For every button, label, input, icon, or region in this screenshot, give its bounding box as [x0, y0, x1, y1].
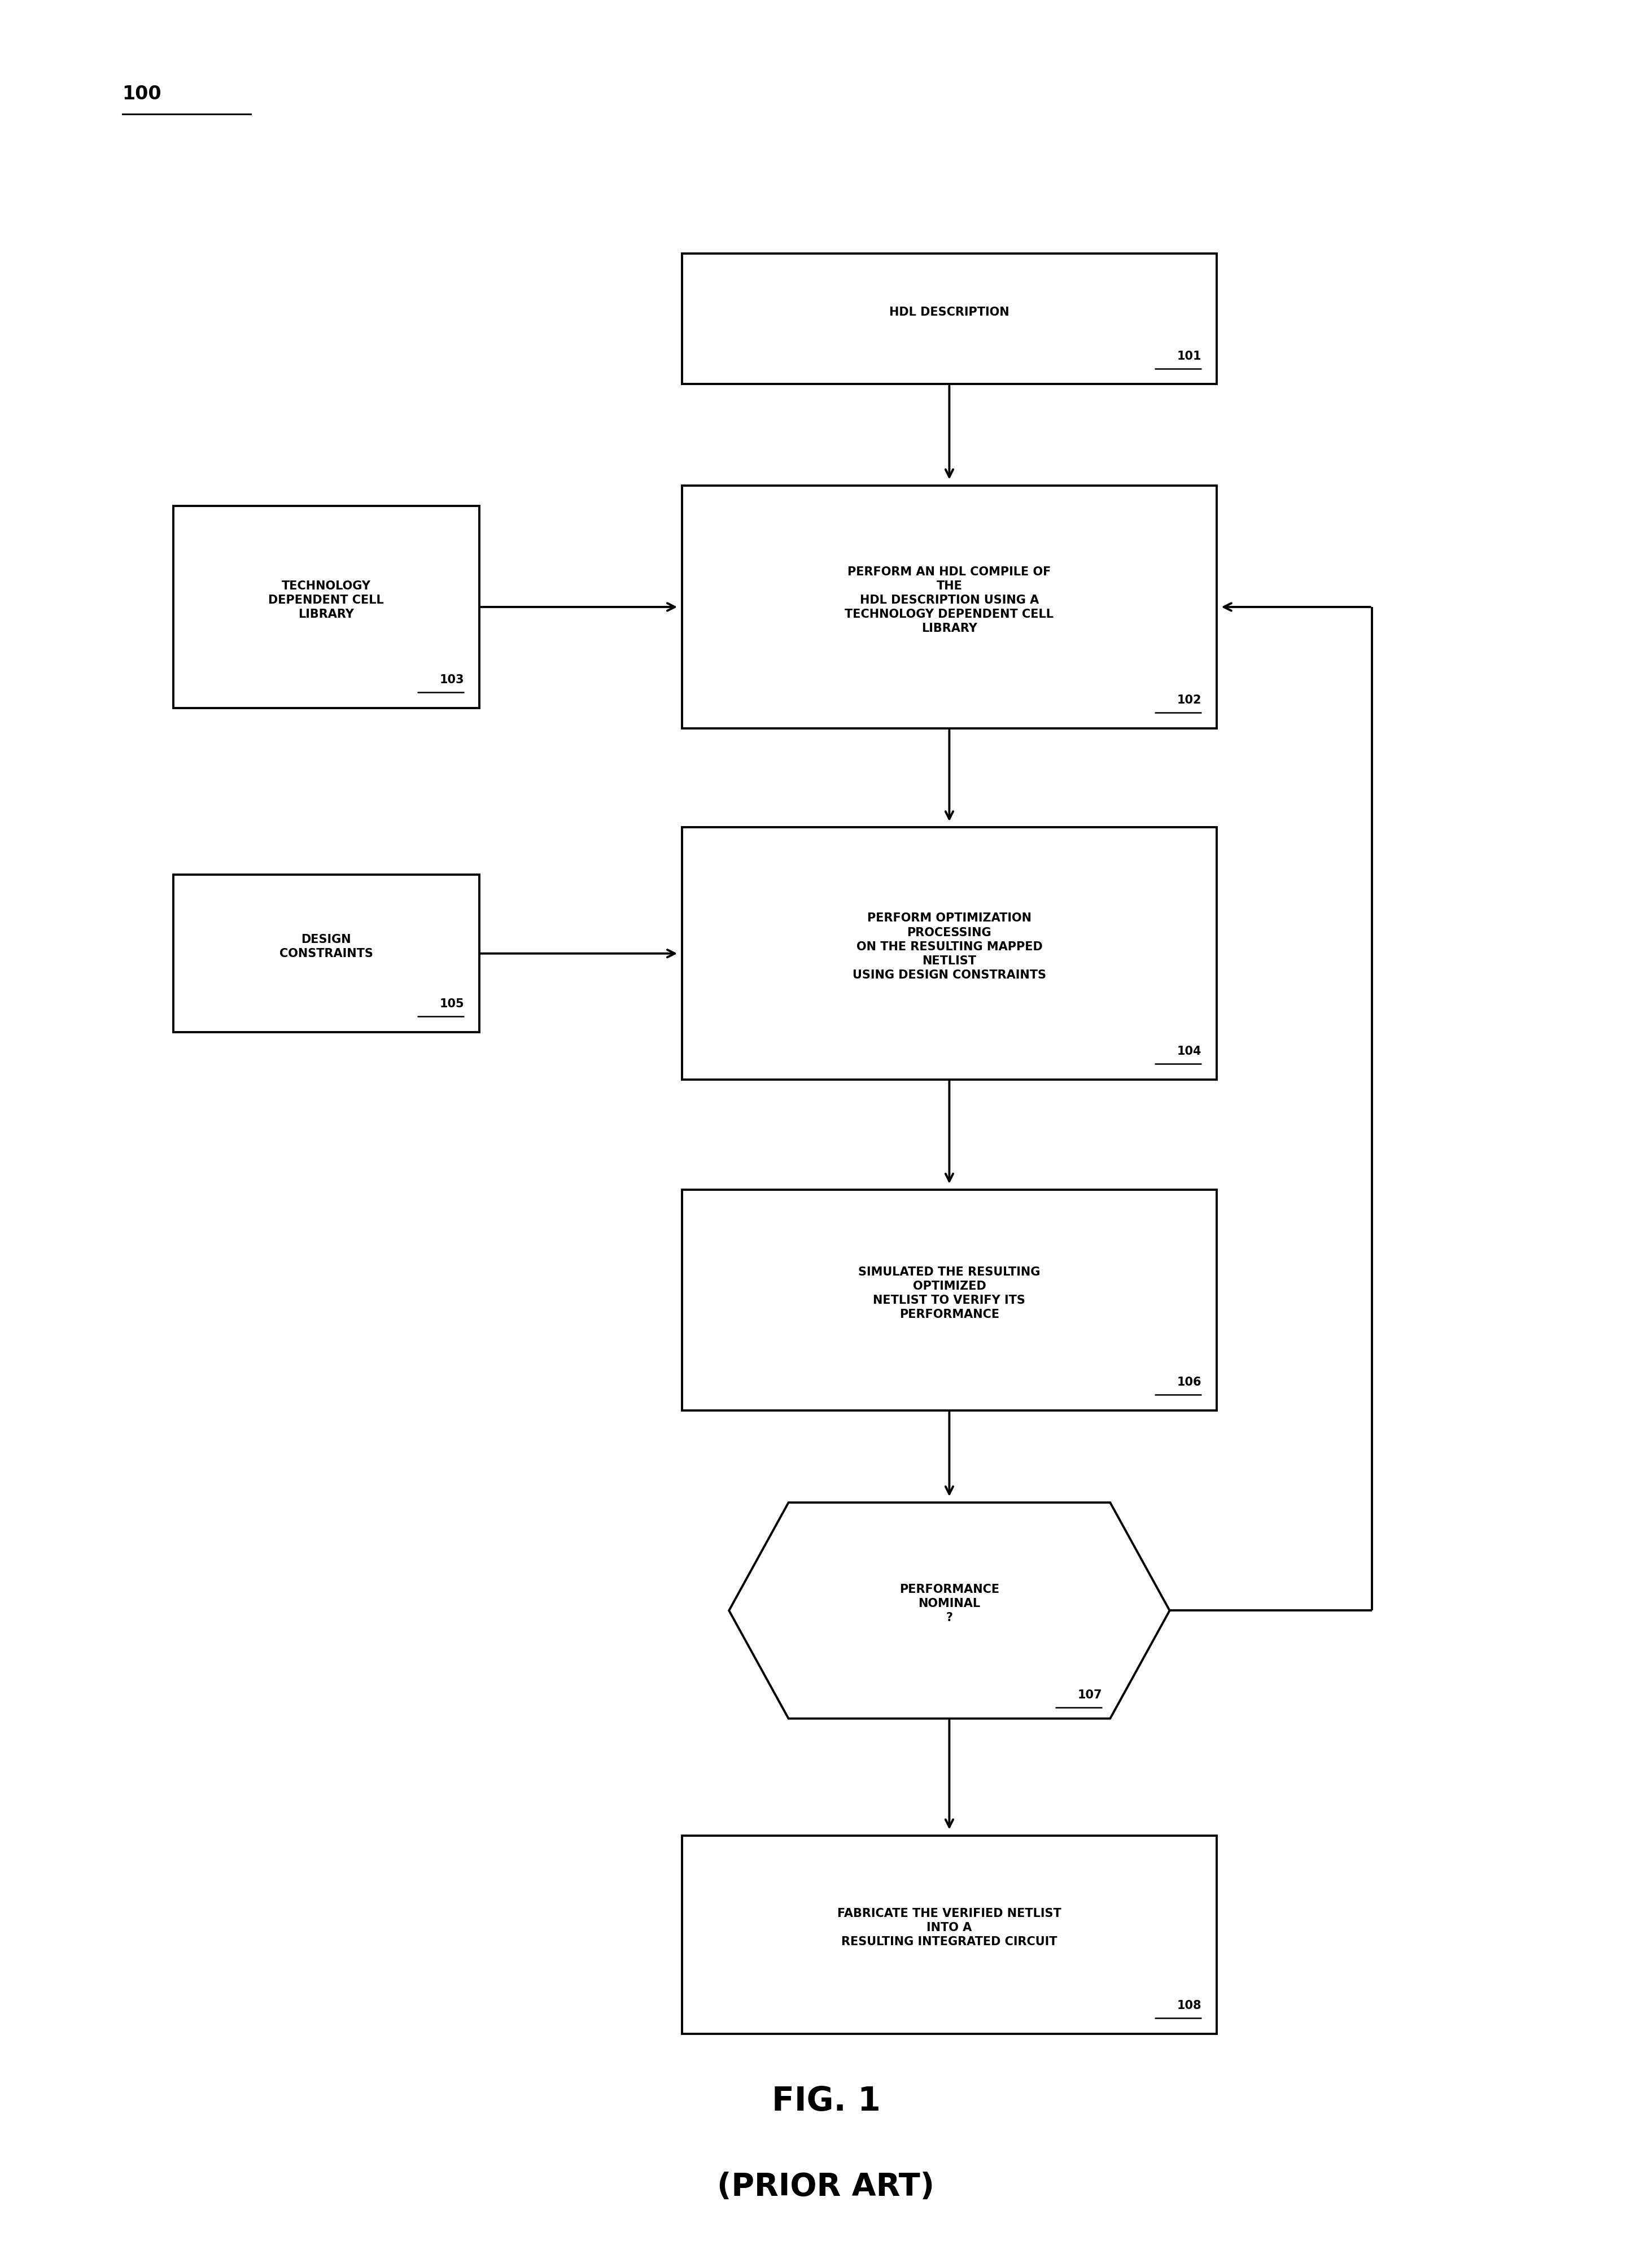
Text: 102: 102 — [1178, 695, 1201, 707]
Text: SIMULATED THE RESULTING
OPTIMIZED
NETLIST TO VERIFY ITS
PERFORMANCE: SIMULATED THE RESULTING OPTIMIZED NETLIS… — [859, 1267, 1041, 1321]
Text: PERFORM OPTIMIZATION
PROCESSING
ON THE RESULTING MAPPED
NETLIST
USING DESIGN CON: PERFORM OPTIMIZATION PROCESSING ON THE R… — [852, 912, 1046, 980]
Text: DESIGN
CONSTRAINTS: DESIGN CONSTRAINTS — [279, 935, 373, 960]
Text: 101: 101 — [1178, 350, 1201, 361]
Text: 105: 105 — [439, 998, 464, 1009]
Text: 107: 107 — [1077, 1689, 1102, 1700]
Text: 104: 104 — [1178, 1045, 1201, 1057]
Text: PERFORMANCE
NOMINAL
?: PERFORMANCE NOMINAL ? — [899, 1583, 999, 1624]
Bar — [173, 874, 479, 1032]
Bar — [682, 1836, 1216, 2034]
Text: FIG. 1: FIG. 1 — [771, 2084, 881, 2118]
Text: 100: 100 — [122, 86, 162, 104]
Text: (PRIOR ART): (PRIOR ART) — [717, 2172, 935, 2202]
Text: FABRICATE THE VERIFIED NETLIST
INTO A
RESULTING INTEGRATED CIRCUIT: FABRICATE THE VERIFIED NETLIST INTO A RE… — [838, 1908, 1061, 1949]
Text: 103: 103 — [439, 675, 464, 686]
Bar — [682, 1190, 1216, 1411]
Polygon shape — [729, 1502, 1170, 1718]
Text: 108: 108 — [1178, 2001, 1201, 2012]
Text: PERFORM AN HDL COMPILE OF
THE
HDL DESCRIPTION USING A
TECHNOLOGY DEPENDENT CELL
: PERFORM AN HDL COMPILE OF THE HDL DESCRI… — [844, 567, 1054, 634]
Text: TECHNOLOGY
DEPENDENT CELL
LIBRARY: TECHNOLOGY DEPENDENT CELL LIBRARY — [268, 580, 383, 621]
Bar — [173, 506, 479, 709]
Bar — [682, 485, 1216, 729]
Text: 106: 106 — [1178, 1377, 1201, 1389]
Bar — [682, 826, 1216, 1079]
Text: HDL DESCRIPTION: HDL DESCRIPTION — [889, 307, 1009, 318]
Bar — [682, 253, 1216, 384]
